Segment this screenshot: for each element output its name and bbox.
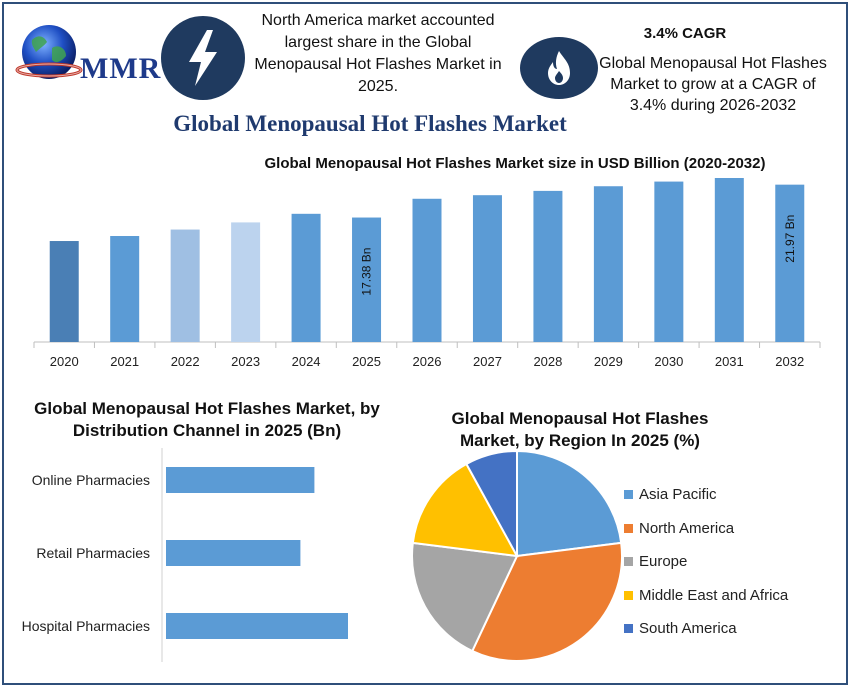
pie-slice-south-america (465, 449, 518, 557)
market-size-chart-title: Global Menopausal Hot Flashes Market siz… (264, 155, 766, 172)
flame-icon (520, 37, 598, 99)
bar-2024 (291, 213, 321, 342)
x-tick-label-2030: 2030 (654, 354, 683, 369)
legend-swatch (624, 590, 633, 600)
x-tick-label-2024: 2024 (292, 354, 321, 369)
bar-2023 (231, 222, 261, 342)
legend-swatch (624, 523, 633, 533)
pie-slice-asia-pacific (516, 449, 623, 558)
legend-item-asia-pacific: Asia Pacific (624, 478, 834, 512)
legend-item-south-america: South America (624, 612, 834, 646)
x-tick-label-2022: 2022 (171, 354, 200, 369)
north-america-stat: North America market accounted largest s… (254, 12, 502, 95)
bar-2032 (775, 184, 805, 342)
hbar-online-pharmacies (166, 467, 315, 493)
x-tick-label-2027: 2027 (473, 354, 502, 369)
legend-label: Europe (639, 553, 688, 571)
x-tick-label-2023: 2023 (231, 354, 260, 369)
bar-2028 (533, 190, 563, 342)
hbar-hospital-pharmacies (166, 613, 348, 639)
legend-label: South America (639, 620, 737, 638)
legend-label: Middle East and Africa (639, 586, 789, 604)
x-tick-label-2028: 2028 (533, 354, 562, 369)
globe-logo-icon (15, 25, 83, 79)
legend-item-north-america: North America (624, 512, 834, 546)
x-tick-label-2031: 2031 (715, 354, 744, 369)
x-tick-label-2032: 2032 (775, 354, 804, 369)
distribution-channel-bar-chart: Online Pharmacies Retail Pharmacies Hospit… (22, 448, 348, 662)
bar-2029 (593, 186, 623, 342)
x-tick-label-2026: 2026 (413, 354, 442, 369)
x-tick-label-2029: 2029 (594, 354, 623, 369)
data-label-2032: 21.97 Bn (783, 215, 797, 263)
bar-2031 (714, 178, 744, 342)
distribution-chart-title: Global Menopausal Hot Flashes Market, by… (34, 399, 380, 440)
legend-item-europe: Europe (624, 545, 834, 579)
bar-2027 (472, 195, 502, 342)
cagr-title: 3.4% CAGR (643, 25, 727, 42)
bar-2020 (49, 241, 79, 342)
hbar-label-hospital-pharmacies: Hospital Pharmacies (22, 618, 150, 634)
mmr-logo: MMR (14, 18, 162, 88)
bar-2021 (110, 236, 140, 342)
legend-item-middle-east-and-africa: Middle East and Africa (624, 579, 834, 613)
pie-slice-middle-east-and-africa (411, 462, 519, 558)
x-tick-label-2020: 2020 (50, 354, 79, 369)
bar-2025 (352, 217, 382, 342)
bar-2030 (654, 181, 684, 342)
page-title: Global Menopausal Hot Flashes Market (173, 111, 567, 136)
market-size-bar-chart: 2020 2021 2022 2023 2024 2025 17.38 Bn 2026 2027… (33, 178, 821, 369)
legend-label: North America (639, 519, 735, 537)
region-chart-title: Global Menopausal Hot Flashes Market, by… (451, 409, 709, 450)
x-tick-label-2025: 2025 (352, 354, 381, 369)
bar-2022 (170, 229, 200, 342)
legend-swatch (624, 624, 633, 634)
legend-swatch (624, 557, 633, 567)
region-pie-chart (411, 449, 623, 662)
lightning-bolt-icon (161, 16, 245, 100)
legend-label: Asia Pacific (639, 486, 717, 504)
hbar-label-retail-pharmacies: Retail Pharmacies (36, 545, 150, 561)
legend-swatch (624, 490, 633, 500)
logo-text: MMR (80, 52, 162, 85)
x-tick-label-2021: 2021 (110, 354, 139, 369)
hbar-label-online-pharmacies: Online Pharmacies (32, 472, 150, 488)
pie-slice-europe (411, 541, 519, 653)
data-label-2025: 17.38 Bn (360, 248, 374, 296)
hbar-retail-pharmacies (166, 540, 301, 566)
cagr-stat: Global Menopausal Hot Flashes Market to … (599, 55, 827, 114)
bar-2026 (412, 198, 442, 342)
region-legend: Asia Pacific North America Europe Middle Ea… (624, 478, 834, 646)
